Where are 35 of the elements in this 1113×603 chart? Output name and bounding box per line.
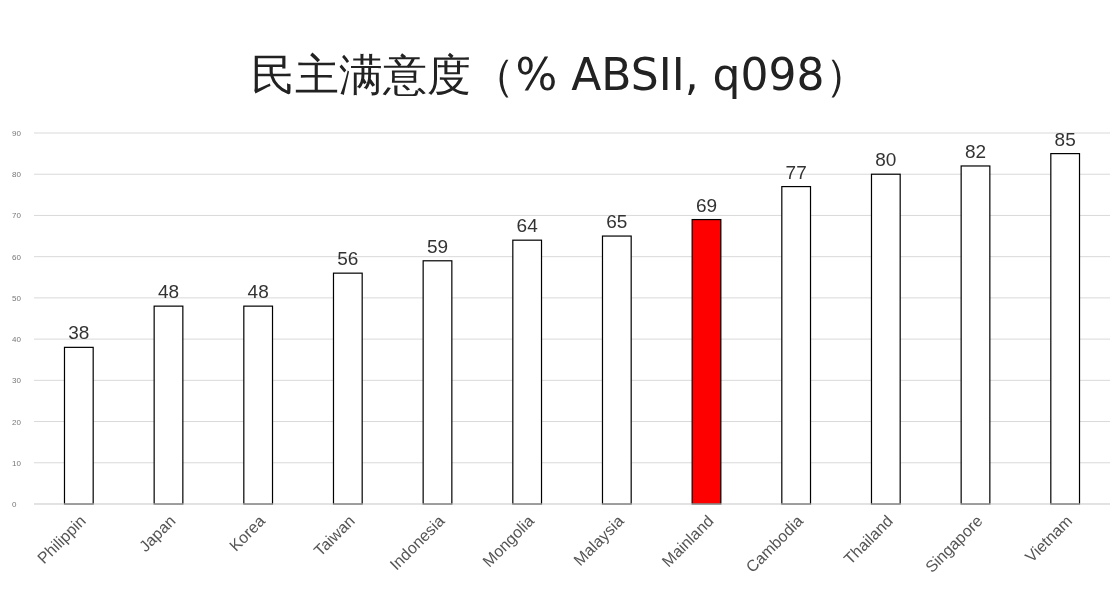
bar <box>691 218 722 505</box>
data-label: 77 <box>785 161 807 183</box>
data-label: 56 <box>337 248 359 270</box>
bar <box>153 305 184 505</box>
bar <box>781 185 812 505</box>
data-label: 64 <box>516 215 539 237</box>
y-tick-label: 90 <box>12 129 22 138</box>
y-tick-label: 50 <box>12 293 22 303</box>
bar <box>63 346 94 505</box>
data-label: 85 <box>1054 128 1076 150</box>
bar <box>601 235 632 505</box>
y-tick-label: 70 <box>12 211 22 221</box>
bar <box>960 165 991 505</box>
bar <box>422 260 453 505</box>
chart-title: 民主满意度（% ABSII, q098） <box>251 49 869 100</box>
bar <box>332 272 363 505</box>
y-tick-label: 40 <box>12 335 22 345</box>
y-tick-label: 60 <box>12 252 22 262</box>
bar <box>1050 153 1081 505</box>
data-label: 82 <box>964 140 987 162</box>
y-tick-label: 0 <box>12 500 17 509</box>
data-label: 80 <box>875 149 897 171</box>
data-label: 38 <box>68 322 90 344</box>
data-label: 65 <box>606 211 628 233</box>
y-tick-label: 10 <box>12 458 22 468</box>
bar <box>512 239 543 505</box>
data-label: 69 <box>695 194 718 216</box>
bar <box>243 305 274 505</box>
bar <box>870 173 901 505</box>
y-tick-label: 80 <box>12 170 22 180</box>
y-tick-label: 30 <box>12 376 22 386</box>
data-label: 48 <box>157 281 180 303</box>
y-tick-label: 20 <box>12 417 22 427</box>
data-label: 59 <box>426 235 449 257</box>
data-label: 48 <box>247 281 269 303</box>
